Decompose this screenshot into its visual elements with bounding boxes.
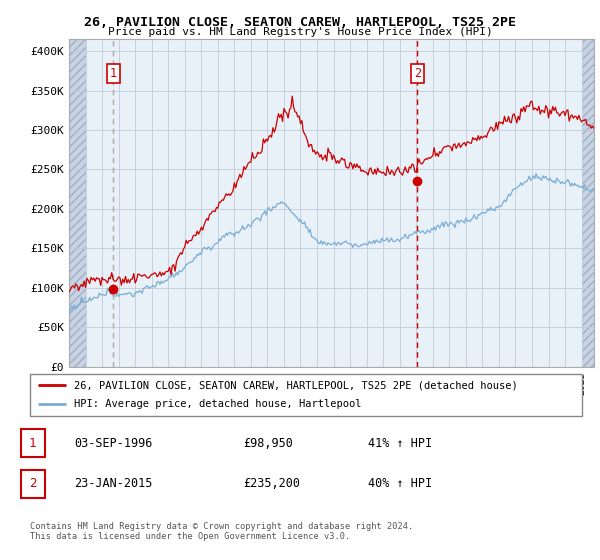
Text: HPI: Average price, detached house, Hartlepool: HPI: Average price, detached house, Hart…: [74, 399, 362, 409]
Text: 1: 1: [110, 67, 117, 80]
Text: Price paid vs. HM Land Registry's House Price Index (HPI): Price paid vs. HM Land Registry's House …: [107, 27, 493, 37]
Text: 1: 1: [29, 437, 37, 450]
FancyBboxPatch shape: [30, 374, 582, 416]
Bar: [69, 39, 86, 367]
Text: £98,950: £98,950: [244, 437, 293, 450]
Text: £235,200: £235,200: [244, 477, 301, 490]
Text: 03-SEP-1996: 03-SEP-1996: [74, 437, 153, 450]
Text: 26, PAVILION CLOSE, SEATON CAREW, HARTLEPOOL, TS25 2PE: 26, PAVILION CLOSE, SEATON CAREW, HARTLE…: [84, 16, 516, 29]
Text: 23-JAN-2015: 23-JAN-2015: [74, 477, 153, 490]
Text: 2: 2: [29, 477, 37, 490]
Text: Contains HM Land Registry data © Crown copyright and database right 2024.
This d: Contains HM Land Registry data © Crown c…: [30, 522, 413, 542]
Bar: [581, 39, 598, 367]
Text: 40% ↑ HPI: 40% ↑ HPI: [368, 477, 432, 490]
Bar: [69, 39, 86, 367]
Text: 26, PAVILION CLOSE, SEATON CAREW, HARTLEPOOL, TS25 2PE (detached house): 26, PAVILION CLOSE, SEATON CAREW, HARTLE…: [74, 380, 518, 390]
Text: 41% ↑ HPI: 41% ↑ HPI: [368, 437, 432, 450]
Bar: [581, 39, 598, 367]
FancyBboxPatch shape: [21, 430, 44, 457]
FancyBboxPatch shape: [21, 470, 44, 497]
Text: 2: 2: [413, 67, 421, 80]
